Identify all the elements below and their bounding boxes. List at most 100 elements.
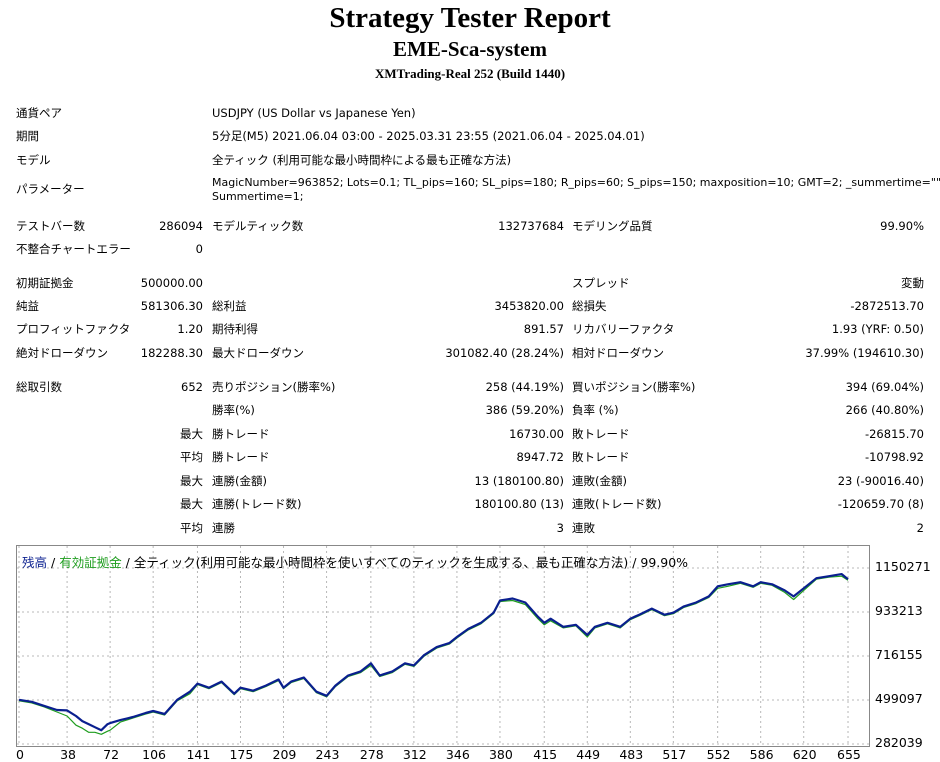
avg-win-label: 勝トレード <box>212 450 270 464</box>
x-tick-label: 106 <box>142 747 167 762</box>
y-tick-label: 933213 <box>875 603 923 618</box>
y-tick-label: 1150271 <box>875 559 931 574</box>
max-consec-wins-value: 13 (180100.80) <box>474 474 564 488</box>
largest-loss-label: 敗トレード <box>572 427 630 441</box>
params-line-2: Summertime=1; <box>212 190 304 203</box>
short-positions-value: 258 (44.19%) <box>485 380 564 394</box>
gross-profit-value: 3453820.00 <box>494 299 564 313</box>
period-value: 5分足(M5) 2021.06.04 03:00 - 2025.03.31 23… <box>212 129 645 143</box>
loss-rate-label: 負率 (%) <box>572 403 619 417</box>
pair-label: 通貨ペア <box>16 106 62 120</box>
profit-factor-value: 1.20 <box>177 322 203 336</box>
expected-payoff-label: 期待利得 <box>212 322 258 336</box>
max-consec-losses-label: 連敗(金額) <box>572 474 627 488</box>
y-tick-label: 716155 <box>875 647 923 662</box>
x-tick-label: 620 <box>792 747 817 762</box>
x-tick-label: 346 <box>445 747 470 762</box>
max-prefix-3: 最大 <box>180 497 203 511</box>
avg-consec-wins-label: 連勝 <box>212 521 235 535</box>
server-build: XMTrading-Real 252 (Build 1440) <box>374 66 566 81</box>
legend-balance: 残高 <box>22 555 48 570</box>
abs-drawdown-label: 絶対ドローダウン <box>16 346 108 360</box>
max-consec-loss-amount-label: 連敗(トレード数) <box>572 497 662 511</box>
gross-loss-label: 総損失 <box>572 299 607 313</box>
x-tick-label: 586 <box>749 747 774 762</box>
recovery-factor-value: 1.93 (YRF: 0.50) <box>831 322 924 336</box>
gross-profit-label: 総利益 <box>212 299 247 313</box>
legend-description: / 全ティック(利用可能な最小時間枠を使いすべてのティックを生成する、最も正確な… <box>121 555 689 570</box>
chart-legend: 残高 / 有効証拠金 / 全ティック(利用可能な最小時間枠を使いすべてのティック… <box>22 552 688 571</box>
avg-prefix-2: 平均 <box>180 521 203 535</box>
profit-factor-label: プロフィットファクタ <box>16 322 131 336</box>
net-profit-label: 純益 <box>16 299 39 313</box>
x-tick-label: 552 <box>706 747 731 762</box>
x-tick-label: 209 <box>272 747 297 762</box>
avg-loss-label: 敗トレード <box>572 450 630 464</box>
ticks-label: モデルティック数 <box>212 219 304 233</box>
params-label: パラメーター <box>16 182 85 196</box>
errors-value: 0 <box>195 242 203 256</box>
deposit-label: 初期証拠金 <box>16 276 74 290</box>
ticks-value: 132737684 <box>498 219 564 233</box>
x-tick-label: 0 <box>16 747 24 762</box>
model-value: 全ティック (利用可能な最小時間枠による最も正確な方法) <box>212 153 512 167</box>
deposit-value: 500000.00 <box>140 276 203 290</box>
equity-line <box>18 575 849 735</box>
errors-label: 不整合チャートエラー <box>16 242 131 256</box>
period-label: 期間 <box>16 129 39 143</box>
legend-separator: / <box>47 555 60 570</box>
avg-prefix-1: 平均 <box>180 450 203 464</box>
x-tick-label: 380 <box>488 747 513 762</box>
x-tick-label: 38 <box>60 747 76 762</box>
avg-consec-wins-value: 3 <box>556 521 564 535</box>
rel-drawdown-value: 37.99% (194610.30) <box>805 346 924 360</box>
long-positions-label: 買いポジション(勝率%) <box>572 380 696 394</box>
avg-loss-value: -10798.92 <box>864 450 924 464</box>
max-drawdown-value: 301082.40 (28.24%) <box>445 346 564 360</box>
largest-win-value: 16730.00 <box>509 427 564 441</box>
x-tick-label: 483 <box>619 747 644 762</box>
avg-win-value: 8947.72 <box>516 450 564 464</box>
x-tick-label: 449 <box>576 747 601 762</box>
max-prefix-1: 最大 <box>180 427 203 441</box>
max-consec-loss-amount-value: -120659.70 (8) <box>837 497 924 511</box>
balance-line <box>18 573 849 732</box>
win-rate-value: 386 (59.20%) <box>485 403 564 417</box>
short-positions-label: 売りポジション(勝率%) <box>212 380 336 394</box>
abs-drawdown-value: 182288.30 <box>140 346 203 360</box>
x-tick-label: 243 <box>315 747 340 762</box>
balance-chart <box>16 545 870 747</box>
quality-value: 99.90% <box>880 219 924 233</box>
x-tick-label: 141 <box>186 747 211 762</box>
balance-chart-plot <box>17 546 869 746</box>
expert-name: EME-Sca-system <box>393 37 547 61</box>
spread-value: 変動 <box>901 276 924 290</box>
rel-drawdown-label: 相対ドローダウン <box>572 346 664 360</box>
max-consec-wins-label: 連勝(金額) <box>212 474 267 488</box>
expected-payoff-value: 891.57 <box>523 322 564 336</box>
total-trades-value: 652 <box>181 380 203 394</box>
avg-consec-losses-label: 連敗 <box>572 521 595 535</box>
bars-value: 286094 <box>159 219 203 233</box>
x-tick-label: 517 <box>662 747 687 762</box>
x-tick-label: 72 <box>103 747 120 762</box>
net-profit-value: 581306.30 <box>140 299 203 313</box>
params-line-1: MagicNumber=963852; Lots=0.1; TL_pips=16… <box>212 176 940 189</box>
max-consec-losses-value: 23 (-90016.40) <box>837 474 924 488</box>
x-tick-label: 175 <box>229 747 254 762</box>
max-prefix-2: 最大 <box>180 474 203 488</box>
quality-label: モデリング品質 <box>572 219 653 233</box>
report-title: Strategy Tester Report <box>329 2 611 34</box>
total-trades-label: 総取引数 <box>16 380 62 394</box>
loss-rate-value: 266 (40.80%) <box>845 403 924 417</box>
gross-loss-value: -2872513.70 <box>850 299 924 313</box>
bars-label: テストバー数 <box>16 219 85 233</box>
largest-loss-value: -26815.70 <box>864 427 924 441</box>
largest-win-label: 勝トレード <box>212 427 270 441</box>
long-positions-value: 394 (69.04%) <box>845 380 924 394</box>
y-tick-label: 499097 <box>875 691 923 706</box>
pair-value: USDJPY (US Dollar vs Japanese Yen) <box>212 106 416 120</box>
y-tick-label: 282039 <box>875 735 923 750</box>
legend-equity: 有効証拠金 <box>59 555 122 570</box>
win-rate-label: 勝率(%) <box>212 403 255 417</box>
